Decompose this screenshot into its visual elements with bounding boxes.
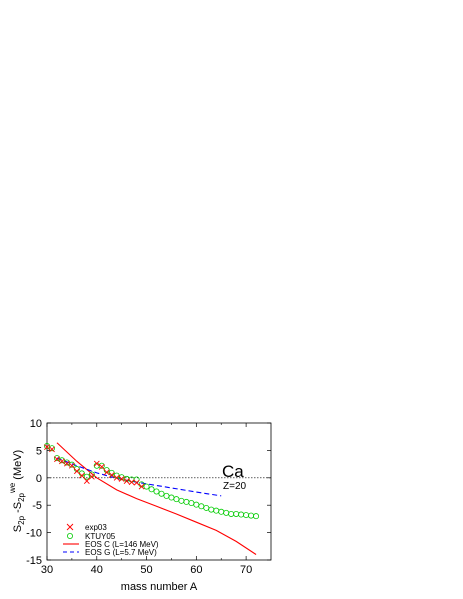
legend: exp03 KTUY05 EOS C (L=146 MeV) EOS G (L=… (63, 523, 159, 557)
y-axis-title-sub2: 2p (17, 492, 26, 501)
legend-label-eos-c: EOS C (L=146 MeV) (85, 540, 159, 549)
plot-frame (46, 422, 272, 561)
y-axis-title-sub1: 2p (17, 515, 26, 524)
ktuy05-point (98, 462, 105, 469)
x-tick-label: 50 (140, 564, 152, 576)
ktuy05-point (183, 498, 190, 505)
y-tick-label: 5 (36, 445, 42, 457)
y-axis-title: S2p -S2pwe (MeV) (8, 450, 26, 532)
ktuy05-point (44, 443, 51, 450)
exp03-point (44, 444, 50, 451)
legend-symbol-exp03 (66, 523, 74, 531)
ktuy05-point (53, 455, 60, 462)
ktuy05-point (203, 504, 210, 511)
legend-symbol-ktuy05 (67, 533, 74, 540)
y-tick-label: -5 (32, 500, 42, 512)
ktuy05-point (208, 506, 215, 513)
exp03-point (118, 475, 125, 482)
ktuy05-point (253, 513, 260, 520)
exp03-point (59, 458, 65, 465)
ktuy05-point (143, 483, 150, 490)
ktuy05-point (228, 510, 235, 517)
ktuy05-point (68, 461, 75, 468)
x-tick-label: 40 (91, 564, 103, 576)
exp03-point (108, 472, 115, 478)
exp03-point (138, 483, 145, 490)
exp03-point (98, 463, 105, 470)
legend-label-ktuy05: KTUY05 (85, 532, 116, 541)
ktuy05-point (173, 496, 180, 503)
exp03-point (68, 462, 75, 469)
x-axis-title: mass number A (121, 581, 198, 593)
exp03-point (113, 474, 120, 481)
ktuy05-point (218, 508, 225, 515)
ktuy05-point (248, 512, 255, 519)
ktuy05-point (63, 459, 70, 466)
y-axis-title-mid: -S (12, 502, 24, 516)
exp03-point (83, 478, 90, 485)
ktuy05-point (238, 511, 245, 518)
ktuy05-point (148, 486, 155, 493)
ktuy05-point (163, 492, 170, 499)
x-tick-label: 70 (240, 564, 252, 576)
ktuy05-point (58, 457, 65, 464)
y-axis-title-sup: we (8, 482, 17, 494)
ktuy05-point (188, 500, 195, 507)
exp03-point (93, 460, 100, 467)
ktuy05-point (193, 501, 200, 508)
exp03-point (54, 456, 60, 463)
tick-labels: 30 40 50 60 70 -15 -10 -5 0 5 10 (26, 418, 252, 576)
y-tick-label: -10 (26, 528, 42, 540)
series-line-3 (56, 457, 222, 497)
ktuy05-point (213, 507, 220, 514)
ktuy05-point (233, 510, 240, 517)
exp03-point (123, 478, 130, 485)
x-tick-label: 60 (190, 564, 202, 576)
y-tick-label: -15 (26, 555, 42, 567)
exp03-point (49, 446, 55, 453)
exp03-point (63, 460, 70, 467)
ktuy05-point (223, 509, 230, 516)
ktuy05-point (48, 445, 55, 452)
series-markers (44, 443, 260, 520)
y-axis-title-unit: (MeV) (12, 450, 24, 483)
axis-ticks (46, 422, 271, 561)
y-axis-title-main: S (12, 525, 24, 532)
exp03-point (128, 479, 135, 486)
ktuy05-point (168, 494, 175, 501)
annotation-element: Ca (222, 462, 244, 481)
x-tick-label: 30 (41, 564, 53, 576)
exp03-point (88, 473, 95, 480)
annotation-z: Z=20 (223, 481, 247, 492)
y-tick-label: 10 (30, 418, 42, 430)
y-tick-label: 0 (36, 473, 42, 485)
exp03-point (78, 472, 85, 479)
ktuy05-point (243, 512, 250, 519)
ktuy05-point (198, 503, 205, 510)
exp03-point (73, 468, 80, 475)
legend-label-eos-g: EOS G (L=5.7 MeV) (85, 548, 157, 557)
exp03-point (133, 479, 140, 486)
legend-label-exp03: exp03 (85, 523, 107, 532)
ktuy05-point (178, 497, 185, 504)
ktuy05-point (158, 490, 165, 497)
ktuy05-point (153, 488, 160, 495)
ktuy05-point (83, 473, 90, 480)
exp03-point (103, 469, 110, 476)
